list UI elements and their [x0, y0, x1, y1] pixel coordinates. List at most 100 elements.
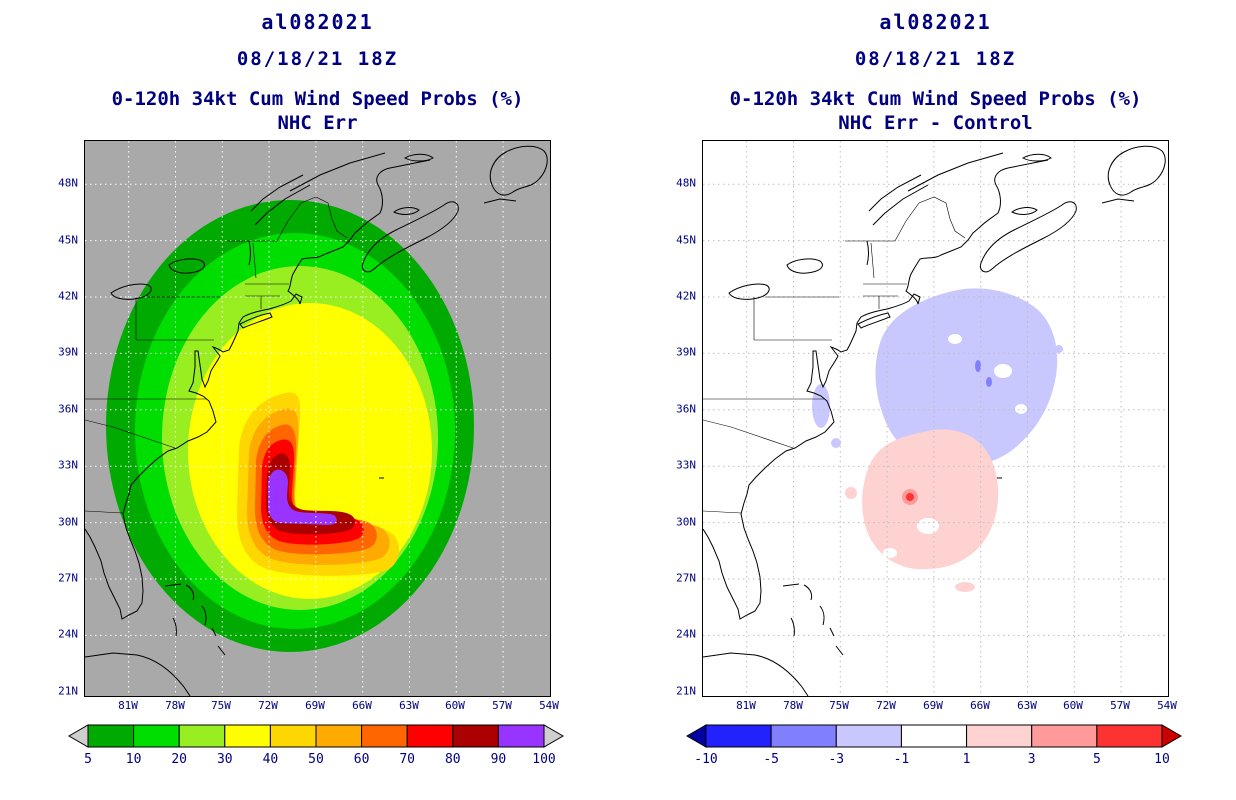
probability-contours [106, 200, 474, 652]
chart-titles: al082021 08/18/21 18Z 0-120h 34kt Cum Wi… [84, 10, 551, 134]
probability-map [85, 141, 550, 696]
colorbar-segment [835, 724, 902, 748]
map-frame [84, 140, 551, 697]
storm-id: al082021 [879, 10, 992, 34]
chart-title: 0-120h 34kt Cum Wind Speed Probs (%) [111, 88, 524, 110]
lat-tick-label: 39N [676, 345, 696, 359]
lat-tick-label: 21N [676, 684, 696, 698]
lon-tick-label: 75W [211, 699, 231, 712]
difference-map [703, 141, 1168, 696]
colorbar-right-arrow [1161, 724, 1182, 748]
colorbar-segment [452, 724, 499, 748]
colorbar-tick-label: 5 [84, 752, 92, 767]
colorbar-tick-label: 60 [354, 752, 370, 767]
chart-titles: al082021 08/18/21 18Z 0-120h 34kt Cum Wi… [702, 10, 1169, 134]
lon-tick-label: 75W [829, 699, 849, 712]
colorbar-tick-label: 20 [171, 752, 187, 767]
colorbar-left-arrow [68, 724, 89, 748]
lon-tick-label: 72W [258, 699, 278, 712]
colorbar-tick-label: -3 [828, 752, 844, 767]
colorbar-segment [406, 724, 454, 748]
lon-tick-label: 54W [539, 699, 559, 712]
colorbar-segment [133, 724, 180, 748]
colorbar-segment [269, 724, 317, 748]
colorbar-segment [1096, 724, 1163, 748]
storm-id: al082021 [261, 10, 374, 34]
chart-title: 0-120h 34kt Cum Wind Speed Probs (%) [729, 88, 1142, 110]
lat-tick-label: 36N [676, 402, 696, 416]
lon-tick-label: 63W [399, 699, 419, 712]
map-area: 48N 45N 42N 39N 36N 33N 30N 27N 24N 21N [676, 140, 1169, 697]
colorbar-segment [361, 724, 408, 748]
colorbar-segment [87, 724, 135, 748]
colorbar-segment [1031, 724, 1098, 748]
lon-tick-label: 54W [1157, 699, 1177, 712]
lat-tick-label: 30N [676, 515, 696, 529]
colorbar-tick-label: 10 [126, 752, 142, 767]
lon-tick-label: 78W [165, 699, 185, 712]
colorbar-right-arrow [543, 724, 564, 748]
colorbar-left-arrow [686, 724, 707, 748]
lat-tick-label: 45N [58, 233, 78, 247]
lat-tick-label: 24N [676, 627, 696, 641]
lat-tick-label: 42N [676, 289, 696, 303]
longitude-axis: 81W 78W 75W 72W 69W 66W 63W 60W 57W 54W [84, 697, 559, 715]
lon-tick-label: 66W [970, 699, 990, 712]
colorbar-segment [224, 724, 271, 748]
longitude-axis: 81W 78W 75W 72W 69W 66W 63W 60W 57W 54W [702, 697, 1177, 715]
colorbar-segment [900, 724, 968, 748]
colorbar-segment [315, 724, 363, 748]
colorbar: 5 10 20 30 40 50 60 70 80 90 100 [68, 724, 564, 767]
panel-nhc-err: al082021 08/18/21 18Z 0-120h 34kt Cum Wi… [58, 10, 564, 767]
colorbar-segment [966, 724, 1033, 748]
chart-subtitle: NHC Err - Control [838, 112, 1033, 134]
lat-tick-label: 42N [58, 289, 78, 303]
lat-tick-label: 48N [676, 176, 696, 190]
colorbar-tick-label: -10 [694, 752, 717, 767]
init-datetime: 08/18/21 18Z [236, 48, 399, 70]
colorbar-tick-label: 90 [491, 752, 507, 767]
lon-tick-label: 69W [923, 699, 943, 712]
lat-tick-label: 27N [58, 571, 78, 585]
colorbar-tick-label: 1 [963, 752, 971, 767]
colorbar-tick-label: 3 [1028, 752, 1036, 767]
colorbar-tick-label: 50 [308, 752, 324, 767]
chart-subtitle: NHC Err [277, 112, 358, 134]
lat-tick-label: 33N [58, 458, 78, 472]
lon-tick-label: 72W [876, 699, 896, 712]
colorbar: -10 -5 -3 -1 1 3 5 10 [686, 724, 1182, 767]
lat-tick-label: 21N [58, 684, 78, 698]
difference-patches [812, 288, 1063, 592]
lon-tick-label: 81W [118, 699, 138, 712]
lat-tick-label: 33N [676, 458, 696, 472]
lat-tick-label: 48N [58, 176, 78, 190]
colorbar-tick-label: 40 [263, 752, 279, 767]
colorbar-segment [770, 724, 837, 748]
lon-tick-label: 57W [492, 699, 512, 712]
colorbar-tick-label: 80 [445, 752, 461, 767]
lat-tick-label: 24N [58, 627, 78, 641]
colorbar-tick-label: 30 [217, 752, 233, 767]
lat-tick-label: 27N [676, 571, 696, 585]
map-area: 48N 45N 42N 39N 36N 33N 30N 27N 24N 21N [58, 140, 551, 697]
panel-nhc-err-minus-control: al082021 08/18/21 18Z 0-120h 34kt Cum Wi… [618, 0, 1236, 800]
lon-tick-label: 60W [1063, 699, 1083, 712]
colorbar-tick-label: -1 [894, 752, 910, 767]
lat-tick-label: 30N [58, 515, 78, 529]
colorbar-segment [497, 724, 545, 748]
colorbar-tick-label: 100 [532, 752, 555, 767]
lon-tick-label: 63W [1017, 699, 1037, 712]
lon-tick-label: 81W [736, 699, 756, 712]
lon-tick-label: 69W [305, 699, 325, 712]
init-datetime: 08/18/21 18Z [854, 48, 1017, 70]
lon-tick-label: 57W [1110, 699, 1130, 712]
colorbar-tick-label: -5 [763, 752, 779, 767]
lon-tick-label: 60W [445, 699, 465, 712]
colorbar-tick-label: 70 [399, 752, 415, 767]
lon-tick-label: 66W [352, 699, 372, 712]
map-frame [702, 140, 1169, 697]
lat-tick-label: 45N [676, 233, 696, 247]
lat-tick-label: 39N [58, 345, 78, 359]
lat-tick-label: 36N [58, 402, 78, 416]
